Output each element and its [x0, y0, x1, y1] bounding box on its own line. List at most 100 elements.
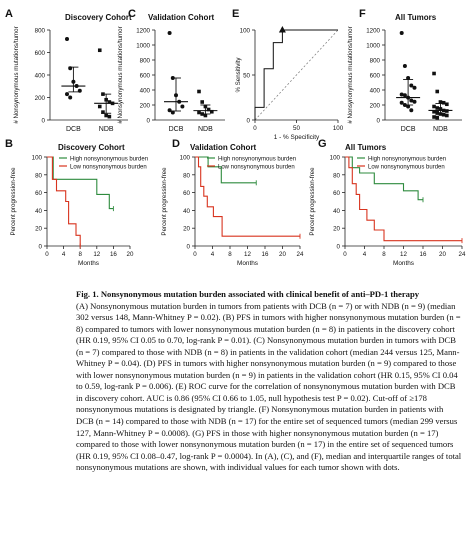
y-tick-label-A: 200 — [35, 95, 46, 102]
data-point-F — [441, 100, 446, 105]
data-point-A — [104, 113, 108, 118]
x-tick-label-D: 12 — [244, 251, 251, 258]
y-tick-label-D: 60 — [183, 190, 190, 197]
low-burden-curve-G — [345, 156, 462, 242]
low-burden-curve-B — [47, 156, 81, 246]
legend-label-low-G: Low nonsynonymous burden — [368, 164, 445, 170]
data-point-F — [432, 104, 436, 109]
high-burden-curve-D — [195, 156, 257, 184]
legend-label-high-G: High nonsynonymous burden — [368, 156, 446, 162]
data-point-A — [77, 88, 82, 93]
y-tick-label-D: 0 — [187, 244, 191, 251]
y-tick-label-D: 100 — [180, 155, 191, 162]
data-point-C — [203, 113, 208, 118]
y-axis-label-F: # Nonsynonymous mutations/tumor — [347, 26, 354, 123]
data-point-A — [101, 110, 105, 114]
x-tick-label-G: 16 — [420, 251, 427, 258]
x-tick-label-B: 12 — [93, 251, 100, 258]
y-tick-label-A: 600 — [35, 50, 46, 57]
x-tick-label-B: 0 — [45, 251, 49, 258]
y-tick-label-E: 0 — [247, 118, 251, 125]
panel-title-B: Discovery Cohort — [58, 143, 125, 152]
panel-letter-G: G — [318, 138, 327, 150]
data-point-F — [445, 102, 449, 107]
panel-letter-D: D — [172, 138, 180, 150]
y-tick-label-D: 20 — [183, 226, 190, 233]
y-tick-label-C: 0 — [147, 118, 151, 125]
x-tick-label-D: 8 — [228, 251, 232, 258]
legend-label-high-B: High nonsynonymous burden — [70, 156, 148, 162]
data-point-F — [412, 85, 417, 90]
data-point-F — [435, 106, 440, 110]
data-point-F — [409, 98, 414, 103]
data-point-C — [210, 109, 214, 114]
y-tick-label-C: 1200 — [136, 28, 150, 35]
panel-letter-B: B — [5, 138, 13, 150]
y-tick-label-B: 100 — [32, 155, 43, 162]
x-axis-label-G: Months — [393, 260, 414, 267]
x-tick-label-E: 0 — [253, 125, 257, 132]
data-point-F — [435, 110, 440, 115]
cutoff-triangle-marker — [278, 26, 286, 33]
y-tick-label-F: 800 — [370, 58, 381, 65]
panel-title-D: Validation Cohort — [190, 143, 257, 152]
data-point-A — [65, 37, 69, 41]
y-axis-label-B: Percent progression-free — [10, 167, 17, 236]
data-point-F — [399, 31, 404, 35]
category-label-A: DCB — [66, 126, 81, 133]
y-tick-label-F: 200 — [370, 103, 381, 110]
x-tick-label-D: 16 — [262, 251, 269, 258]
data-point-A — [68, 95, 73, 100]
panel-letter-A: A — [5, 8, 13, 20]
data-point-F — [445, 113, 449, 118]
y-tick-label-D: 80 — [183, 172, 190, 179]
reference-diagonal — [254, 29, 339, 121]
x-tick-label-B: 20 — [127, 251, 134, 258]
panel-letter-C: C — [128, 8, 136, 20]
roc-curve — [254, 29, 338, 120]
data-point-F — [406, 76, 411, 80]
data-point-A — [107, 100, 112, 104]
x-tick-label-B: 16 — [110, 251, 117, 258]
x-tick-label-B: 4 — [62, 251, 66, 258]
y-tick-label-G: 80 — [333, 172, 340, 179]
y-tick-label-A: 400 — [35, 73, 46, 80]
x-tick-label-D: 4 — [211, 251, 215, 258]
category-label-F: DCB — [401, 126, 416, 133]
y-axis-label-C: # Nonsynonymous mutations/tumor — [117, 26, 124, 123]
data-point-C — [200, 100, 204, 104]
data-point-F — [412, 99, 417, 104]
y-tick-label-C: 600 — [140, 73, 151, 80]
y-tick-label-D: 40 — [183, 208, 190, 215]
y-tick-label-B: 0 — [39, 244, 43, 251]
data-point-F — [409, 108, 414, 113]
y-tick-label-F: 0 — [377, 118, 381, 125]
data-point-F — [402, 64, 407, 68]
y-tick-label-E: 100 — [240, 28, 251, 35]
high-burden-curve-G — [345, 156, 423, 201]
y-axis-label-G: Percent progression-free — [309, 167, 316, 236]
data-point-A — [97, 48, 102, 53]
data-point-F — [409, 83, 414, 88]
category-label-C: DCB — [169, 126, 184, 133]
x-tick-label-E: 50 — [293, 125, 300, 132]
y-tick-label-C: 1000 — [136, 43, 150, 50]
x-axis-label-E: 1 - % Specificity — [274, 134, 320, 141]
category-label-A: NDB — [99, 126, 114, 133]
y-tick-label-B: 80 — [35, 172, 42, 179]
data-point-F — [435, 115, 440, 120]
data-point-F — [406, 104, 411, 109]
x-axis-label-B: Months — [78, 260, 99, 267]
y-tick-label-C: 200 — [140, 103, 151, 110]
data-point-C — [206, 107, 211, 112]
data-point-C — [167, 31, 172, 35]
y-tick-label-G: 100 — [330, 155, 341, 162]
data-point-C — [197, 89, 201, 94]
panel-title-A: Discovery Cohort — [65, 13, 132, 22]
x-tick-label-G: 24 — [459, 251, 466, 258]
y-axis-label-D: Percent progression-free — [161, 167, 168, 236]
caption-body: (A) Nonsynonymous mutation burden in tum… — [76, 300, 462, 473]
y-tick-label-G: 0 — [337, 244, 341, 251]
x-axis-label-D: Months — [237, 260, 258, 267]
y-tick-label-F: 1200 — [366, 28, 380, 35]
